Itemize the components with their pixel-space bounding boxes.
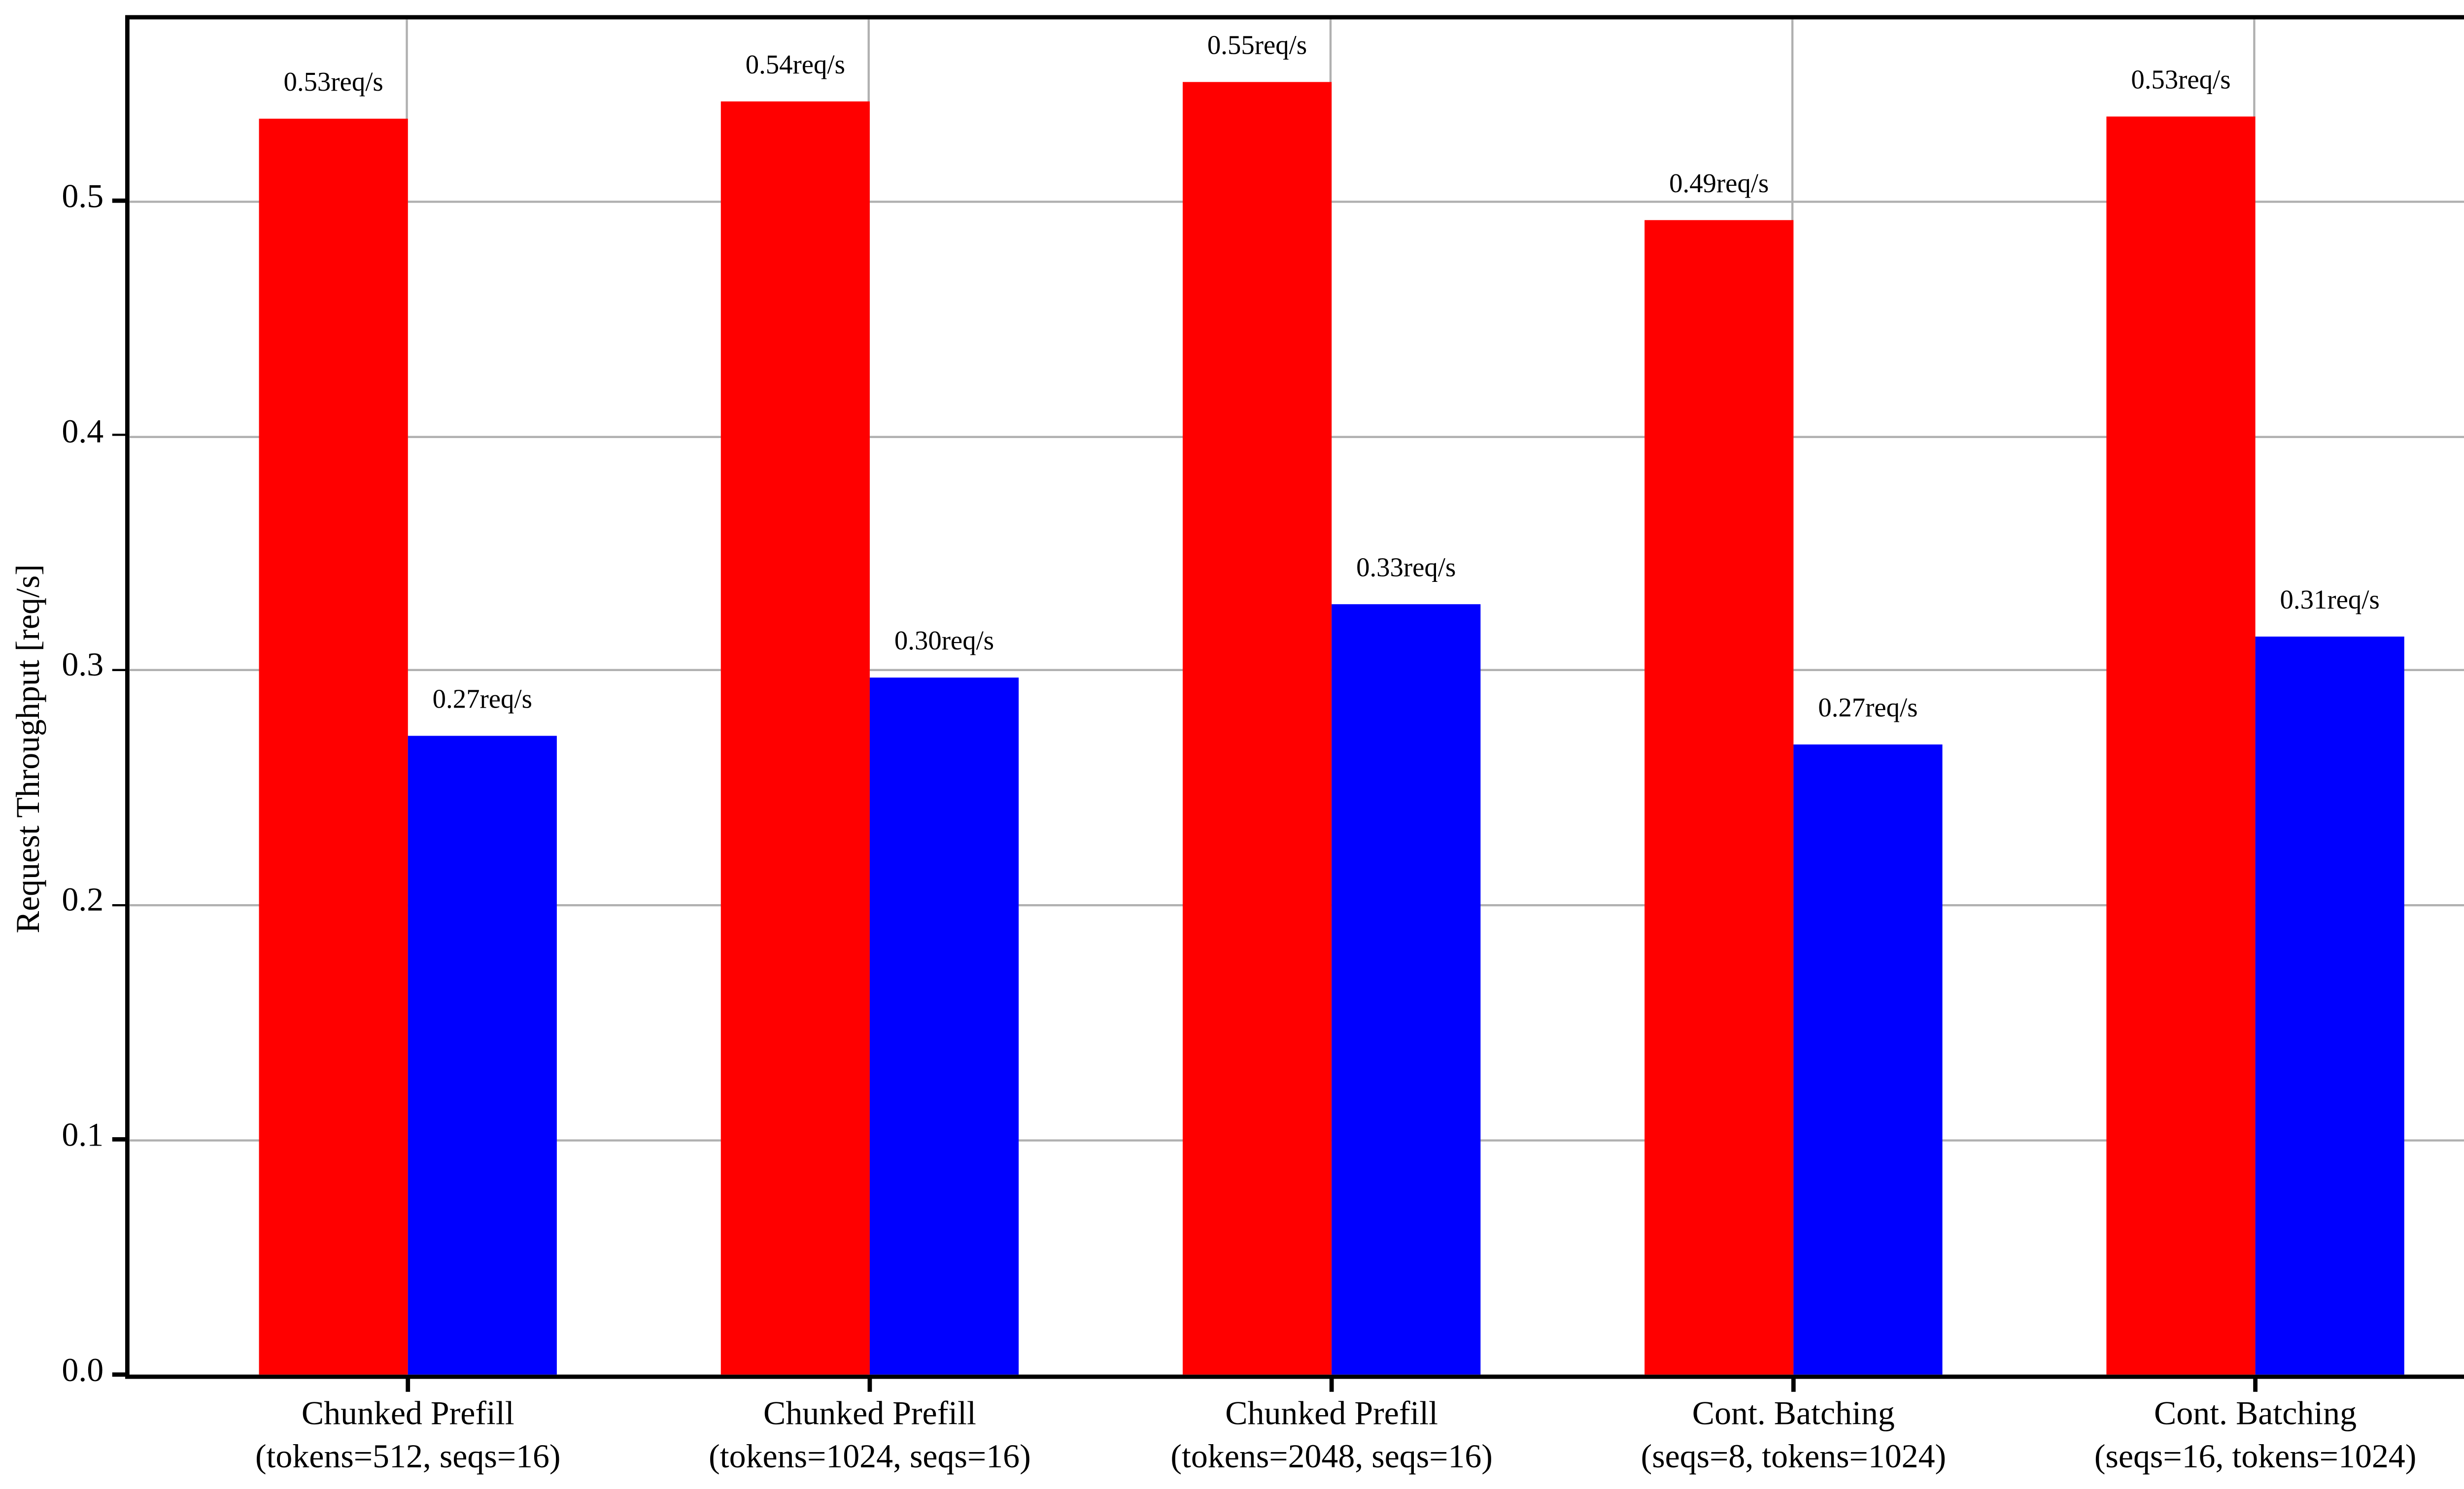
- x-category-label: Cont. Batching (seqs=16, tokens=1024): [2007, 1394, 2464, 1478]
- y-axis-title: Request Throughput [req/s]: [10, 564, 48, 934]
- bar-value-label: 0.53req/s: [2131, 64, 2231, 94]
- bar-qwen2.5-3b: [1332, 604, 1481, 1375]
- plot-area: 0.53req/s 0.54req/s 0.55req/s 0.49req/s 0.53…: [125, 15, 2464, 1379]
- bar-qwen3-0.6b: [259, 118, 408, 1375]
- x-category-label-line: Chunked Prefill: [301, 1396, 514, 1433]
- bar-qwen3-0.6b: [1182, 83, 1332, 1375]
- y-tick-mark: [112, 433, 126, 437]
- bar-value-label: 0.53req/s: [283, 66, 383, 97]
- y-tick-mark: [112, 1138, 126, 1142]
- x-tick-mark: [1792, 1379, 1795, 1392]
- x-category-label: Chunked Prefill (tokens=2048, seqs=16): [1084, 1394, 1580, 1478]
- x-category-label-line: (seqs=16, tokens=1024): [2094, 1438, 2417, 1475]
- bar-value-label: 0.30req/s: [894, 625, 994, 656]
- x-category-label-line: (tokens=512, seqs=16): [255, 1438, 561, 1475]
- x-category-label-line: Cont. Batching: [1692, 1396, 1895, 1433]
- y-tick-label: 0.2: [62, 883, 104, 920]
- x-category-label-line: Chunked Prefill: [1225, 1396, 1438, 1433]
- bar-value-label: 0.27req/s: [1818, 693, 1918, 724]
- x-category-label-line: Chunked Prefill: [763, 1396, 976, 1433]
- y-tick-mark: [112, 903, 126, 907]
- bar-qwen2.5-3b: [408, 736, 557, 1375]
- bar-qwen2.5-3b: [2255, 637, 2404, 1375]
- bar-value-label: 0.27req/s: [432, 684, 532, 714]
- bar-qwen3-0.6b: [720, 102, 870, 1375]
- x-tick-mark: [1330, 1379, 1334, 1392]
- y-tick-label: 0.4: [62, 413, 104, 450]
- y-tick-label: 0.3: [62, 648, 104, 685]
- y-tick-mark: [112, 1373, 126, 1377]
- bar-value-label: 0.49req/s: [1669, 167, 1769, 198]
- x-category-label-line: (seqs=8, tokens=1024): [1641, 1438, 1947, 1475]
- bar-qwen3-0.6b: [1644, 219, 1794, 1375]
- x-tick-mark: [406, 1379, 410, 1392]
- y-tick-label: 0.1: [62, 1118, 104, 1155]
- x-category-label: Chunked Prefill (tokens=512, seqs=16): [160, 1394, 656, 1478]
- bar-qwen2.5-3b: [869, 677, 1019, 1375]
- y-tick-label: 0.0: [62, 1353, 104, 1390]
- bar-value-label: 0.54req/s: [745, 50, 845, 80]
- x-category-label: Cont. Batching (seqs=8, tokens=1024): [1545, 1394, 2042, 1478]
- x-tick-mark: [2254, 1379, 2257, 1392]
- bar-value-label: 0.33req/s: [1356, 552, 1456, 583]
- x-category-label-line: (tokens=1024, seqs=16): [709, 1438, 1031, 1475]
- bar-value-label: 0.31req/s: [2280, 585, 2380, 616]
- x-category-label-line: (tokens=2048, seqs=16): [1170, 1438, 1493, 1475]
- y-tick-mark: [112, 668, 126, 672]
- bar-qwen2.5-3b: [1793, 745, 1943, 1375]
- y-tick-label: 0.5: [62, 178, 104, 216]
- bar-value-label: 0.55req/s: [1207, 31, 1307, 62]
- x-category-label: Chunked Prefill (tokens=1024, seqs=16): [621, 1394, 1118, 1478]
- x-tick-mark: [868, 1379, 872, 1392]
- y-tick-mark: [112, 199, 126, 202]
- x-category-label-line: Cont. Batching: [2154, 1396, 2357, 1433]
- bar-qwen3-0.6b: [2106, 115, 2256, 1375]
